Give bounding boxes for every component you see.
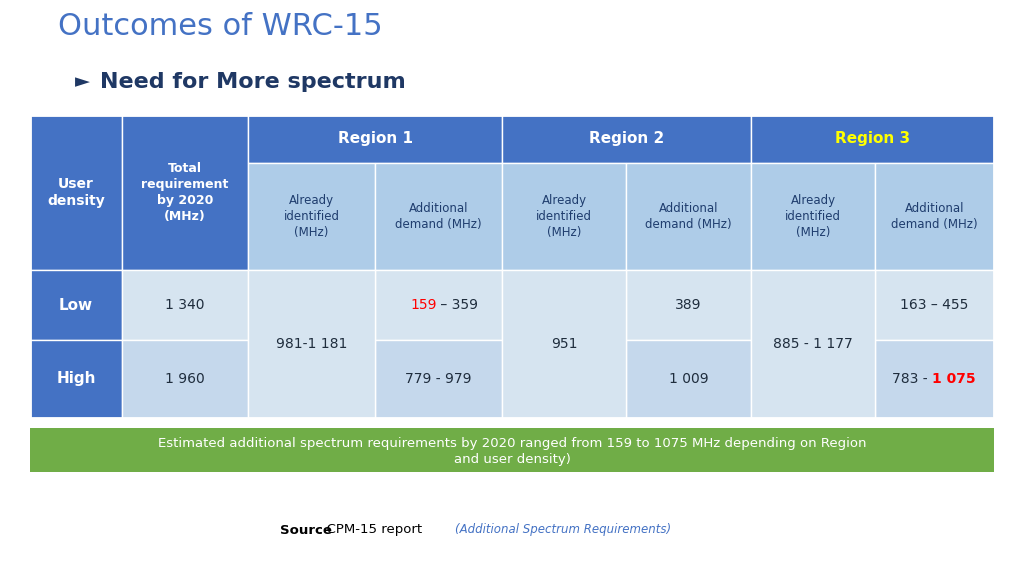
Text: 1 075: 1 075 xyxy=(933,372,976,386)
Text: 981-1 181: 981-1 181 xyxy=(275,337,347,351)
Bar xyxy=(502,270,626,418)
Text: Source: Source xyxy=(280,524,332,536)
Bar xyxy=(122,270,248,340)
Bar xyxy=(248,270,375,418)
Text: 779 - 979: 779 - 979 xyxy=(406,372,472,386)
Text: Additional
demand (MHz): Additional demand (MHz) xyxy=(645,202,732,231)
Text: Additional
demand (MHz): Additional demand (MHz) xyxy=(395,202,482,231)
Bar xyxy=(626,340,751,418)
Text: Region 2: Region 2 xyxy=(589,131,665,146)
Text: 389: 389 xyxy=(675,298,701,312)
Text: 159: 159 xyxy=(410,298,436,312)
Text: User
density: User density xyxy=(47,177,104,208)
Text: 783 -: 783 - xyxy=(893,372,933,386)
Text: Already
identified
(MHz): Already identified (MHz) xyxy=(785,194,841,239)
Bar xyxy=(30,340,122,418)
Text: ►: ► xyxy=(75,72,90,91)
Text: 885 - 1 177: 885 - 1 177 xyxy=(773,337,853,351)
Bar xyxy=(751,115,994,163)
Bar xyxy=(375,340,502,418)
Text: – 359: – 359 xyxy=(436,298,478,312)
Text: 163 – 455: 163 – 455 xyxy=(900,298,969,312)
Text: High: High xyxy=(56,372,96,386)
Text: Estimated additional spectrum requirements by 2020 ranged from 159 to 1075 MHz d: Estimated additional spectrum requiremen… xyxy=(158,437,866,449)
Bar xyxy=(751,163,874,270)
Text: 1 340: 1 340 xyxy=(165,298,205,312)
Bar xyxy=(375,270,502,340)
Bar xyxy=(30,115,994,418)
Text: Already
identified
(MHz): Already identified (MHz) xyxy=(284,194,340,239)
Bar xyxy=(122,340,248,418)
Text: 1 960: 1 960 xyxy=(165,372,205,386)
Bar xyxy=(30,115,122,270)
Bar xyxy=(626,270,751,340)
Text: 951: 951 xyxy=(551,337,578,351)
Bar xyxy=(626,163,751,270)
Text: Need for More spectrum: Need for More spectrum xyxy=(100,72,406,92)
Text: (Additional Spectrum Requirements): (Additional Spectrum Requirements) xyxy=(455,524,671,536)
Bar xyxy=(874,163,994,270)
Text: Region 3: Region 3 xyxy=(835,131,910,146)
Bar xyxy=(30,428,994,472)
Text: Outcomes of WRC-15: Outcomes of WRC-15 xyxy=(58,12,383,41)
Text: and user density): and user density) xyxy=(454,453,570,465)
Bar xyxy=(751,270,874,418)
Text: Additional
demand (MHz): Additional demand (MHz) xyxy=(891,202,978,231)
Bar xyxy=(248,163,375,270)
Text: Low: Low xyxy=(59,297,93,313)
Text: Region 1: Region 1 xyxy=(338,131,413,146)
Bar xyxy=(122,115,248,270)
Text: Total
requirement
by 2020
(MHz): Total requirement by 2020 (MHz) xyxy=(141,162,228,223)
Bar xyxy=(375,163,502,270)
Text: Already
identified
(MHz): Already identified (MHz) xyxy=(536,194,592,239)
Bar xyxy=(874,270,994,340)
Text: : CPM-15 report: : CPM-15 report xyxy=(318,524,426,536)
Bar xyxy=(30,270,122,340)
Text: 1 009: 1 009 xyxy=(669,372,709,386)
Bar xyxy=(502,163,626,270)
Bar xyxy=(874,340,994,418)
Bar xyxy=(248,115,502,163)
Bar xyxy=(502,115,751,163)
